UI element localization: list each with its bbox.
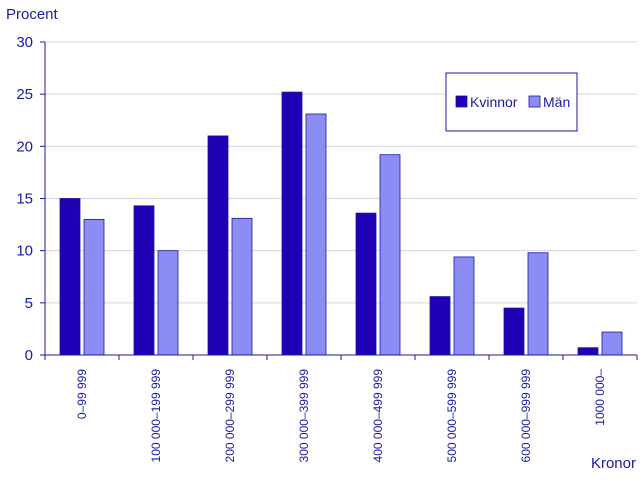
x-tick-label: 400 000–499 999 bbox=[371, 369, 385, 463]
bar-man-6 bbox=[527, 252, 549, 356]
bar-kvinnor-6 bbox=[503, 307, 525, 356]
legend-swatch-kvinnor bbox=[455, 95, 468, 108]
y-tick-label: 15 bbox=[16, 191, 33, 208]
bar-kvinnor-1 bbox=[133, 205, 155, 356]
x-tick-label: 1000 000– bbox=[593, 369, 607, 426]
y-tick-label: 20 bbox=[16, 138, 33, 155]
y-tick-label: 10 bbox=[16, 243, 33, 260]
bar-man-5 bbox=[453, 256, 475, 356]
legend-label-kvinnor: Kvinnor bbox=[470, 94, 518, 110]
x-tick-label: 100 000–199 999 bbox=[149, 369, 163, 463]
y-tick-label: 0 bbox=[25, 347, 33, 364]
x-tick-label: 300 000–399 999 bbox=[297, 369, 311, 463]
y-axis-title: Procent bbox=[6, 6, 59, 23]
legend: Kvinnor Män bbox=[445, 72, 578, 132]
bar-man-3 bbox=[305, 113, 327, 356]
x-axis-title: Kronor bbox=[591, 455, 636, 472]
legend-box bbox=[445, 72, 578, 132]
bar-kvinnor-0 bbox=[59, 198, 81, 356]
bars bbox=[59, 91, 623, 356]
x-tick-label: 200 000–299 999 bbox=[223, 369, 237, 463]
y-tick-label: 25 bbox=[16, 86, 33, 103]
bar-kvinnor-7 bbox=[577, 347, 599, 356]
axes: 0 5 10 15 20 25 30 0–99 999 100 000–199 999 200 0… bbox=[16, 34, 638, 463]
y-tick-label: 5 bbox=[25, 295, 33, 312]
bar-kvinnor-5 bbox=[429, 296, 451, 356]
bar-man-4 bbox=[379, 154, 401, 356]
bar-kvinnor-4 bbox=[355, 212, 377, 356]
x-tick-label: 600 000–999 999 bbox=[519, 369, 533, 463]
legend-swatch-man bbox=[528, 95, 541, 108]
bar-man-1 bbox=[157, 250, 179, 356]
x-tick-label: 500 000–599 999 bbox=[445, 369, 459, 463]
bar-man-7 bbox=[601, 331, 623, 356]
x-tick-label: 0–99 999 bbox=[75, 369, 89, 419]
bar-man-0 bbox=[83, 218, 105, 356]
y-tick-label: 30 bbox=[16, 34, 33, 51]
bar-man-2 bbox=[231, 217, 253, 356]
bar-kvinnor-2 bbox=[207, 135, 229, 356]
bar-kvinnor-3 bbox=[281, 91, 303, 356]
legend-label-man: Män bbox=[543, 94, 570, 110]
